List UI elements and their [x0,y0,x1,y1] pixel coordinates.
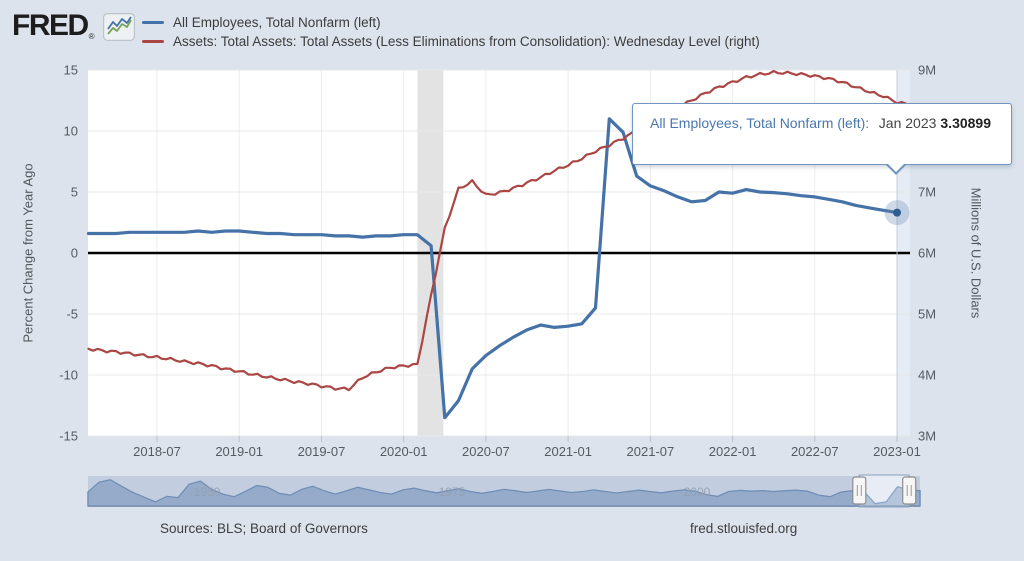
y-left-tick-label: -5 [66,307,78,322]
y-left-tick-label: 10 [64,124,78,139]
sources-text: Sources: BLS; Board of Governors [160,521,368,536]
fred-logo-chart-icon [103,13,135,46]
y-left-tick-label: 15 [64,63,78,78]
series-line-nonfarm [86,117,899,420]
y-left-tick-label: 5 [71,185,78,200]
y-right-tick-label: 5M [918,307,936,322]
slider-handle-right[interactable] [902,476,917,505]
tooltip: All Employees, Total Nonfarm (left): Jan… [632,103,1012,175]
series-line-assets [87,69,912,392]
slider-area-chart[interactable] [87,479,921,507]
slider-unselected-left [88,476,860,506]
slider-decade-label: 1950 [194,485,221,499]
y-left-tick-label: -15 [59,429,78,444]
x-tick-label: 2022-01 [709,444,757,459]
y-right-tick-label: 3M [918,429,936,444]
x-tick-label: 2020-01 [380,444,428,459]
y-right-tick-label: 9M [918,63,936,78]
legend-swatch-blue [142,21,164,24]
registered-mark: ® [88,32,95,41]
tooltip-caret-fill [887,163,905,172]
x-tick-label: 2019-07 [298,444,346,459]
legend-label: Assets: Total Assets: Total Assets (Less… [173,34,760,49]
slider-decade-label: 2000 [684,485,711,499]
x-tick-label: 2021-01 [544,444,592,459]
tooltip-value: 3.30899 [940,115,991,131]
right-axis-title: Millions of U.S. Dollars [968,187,984,319]
y-right-tick-label: 6M [918,246,936,261]
x-tick-label: 2018-07 [133,444,181,459]
legend: All Employees, Total Nonfarm (left) Asse… [142,13,760,51]
legend-item-nonfarm[interactable]: All Employees, Total Nonfarm (left) [142,13,760,32]
hover-marker-dot [893,208,902,217]
legend-item-assets[interactable]: Assets: Total Assets: Total Assets (Less… [142,32,760,51]
x-tick-label: 2020-07 [462,444,510,459]
tooltip-date: Jan 2023 [878,115,937,131]
y-right-tick-label: 7M [918,185,936,200]
x-tick-label: 2023-01 [873,444,921,459]
y-right-tick-label: 4M [918,368,936,383]
left-axis-title: Percent Change from Year Ago [20,163,36,343]
slider-decade-label: 1975 [439,485,466,499]
x-tick-label: 2021-07 [627,444,675,459]
legend-label: All Employees, Total Nonfarm (left) [173,15,381,30]
slider-selected-window[interactable] [858,474,910,508]
legend-swatch-red [142,40,164,43]
y-left-tick-label: 0 [71,246,78,261]
fred-logo[interactable]: FRED® [12,9,95,42]
x-tick-label: 2022-07 [791,444,839,459]
slider-handle-left[interactable] [852,476,867,505]
tooltip-reading: Jan 2023 3.30899 [879,115,991,131]
x-tick-label: 2019-01 [215,444,263,459]
fred-site-link[interactable]: fred.stlouisfed.org [690,521,798,536]
y-left-tick-label: -10 [59,368,78,383]
tooltip-series-label: All Employees, Total Nonfarm (left): [650,115,870,131]
